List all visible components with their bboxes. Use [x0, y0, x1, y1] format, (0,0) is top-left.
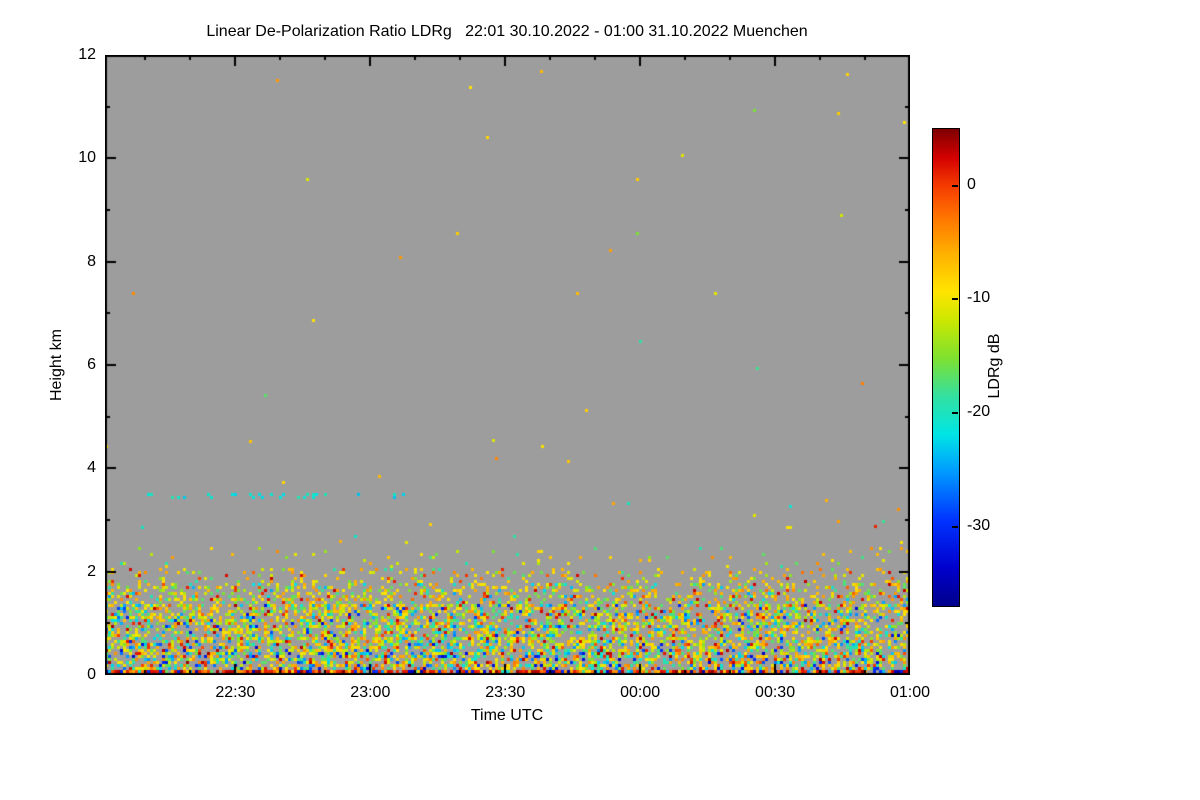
y-tick-label: 8 — [87, 252, 96, 270]
x-tick-label: 22:30 — [215, 684, 256, 701]
colorbar-tick-label: 0 — [967, 175, 976, 193]
colorbar — [932, 128, 960, 607]
x-tick-label: 23:00 — [350, 684, 391, 701]
x-tick-label: 01:00 — [889, 684, 931, 701]
colorbar-label: LDRg dB — [986, 333, 1003, 399]
x-tick-label: 23:30 — [485, 684, 526, 701]
colorbar-tick-label: -20 — [967, 402, 991, 420]
colorbar-tick-label: -30 — [967, 516, 991, 534]
y-tick-label: 12 — [78, 46, 96, 63]
colorbar-tick-label: -10 — [967, 289, 991, 307]
colorbar-tick-mark — [952, 298, 958, 300]
chart-title: Linear De-Polarization Ratio LDRg 22:01 … — [206, 23, 808, 40]
colorbar-tick-mark — [952, 185, 958, 187]
x-tick-label: 00:30 — [755, 684, 796, 701]
y-tick-label: 4 — [87, 459, 96, 477]
colorbar-tick-mark — [952, 526, 958, 528]
heatmap-canvas — [105, 55, 910, 675]
y-tick-label: 6 — [87, 356, 96, 373]
y-tick-label: 10 — [78, 149, 96, 167]
y-tick-label: 0 — [87, 666, 96, 683]
colorbar-tick-mark — [952, 412, 958, 414]
x-tick-label: 00:00 — [620, 684, 661, 701]
x-axis-label: Time UTC — [470, 707, 544, 724]
y-tick-label: 2 — [87, 562, 96, 580]
